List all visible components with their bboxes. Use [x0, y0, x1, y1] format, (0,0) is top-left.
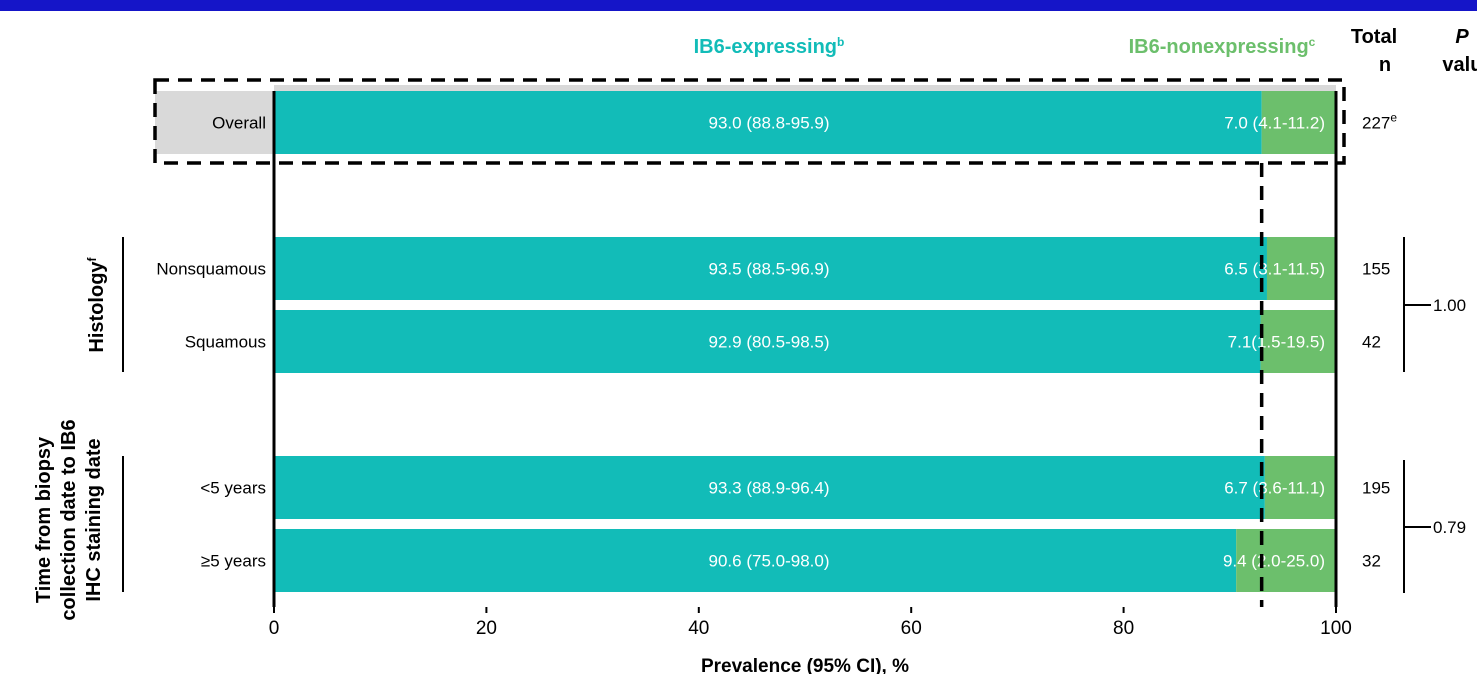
- bar-expressing-label: 90.6 (75.0-98.0): [709, 552, 830, 571]
- bar-expressing: [274, 237, 1267, 300]
- row-total-n: 195: [1362, 479, 1390, 498]
- histology-group-label: Histologyf: [85, 256, 108, 352]
- bar-expressing-label: 93.0 (88.8-95.9): [709, 114, 830, 133]
- col-total-header: Total: [1351, 26, 1397, 48]
- row-category-label: Nonsquamous: [156, 260, 266, 279]
- x-tick-label: 0: [269, 618, 280, 639]
- bar-nonexpressing-label: 6.7 (3.6-11.1): [1224, 479, 1325, 498]
- bar-expressing: [274, 529, 1237, 592]
- legend-expressing: IB6-expressingb: [694, 35, 845, 58]
- bar-nonexpressing: [1261, 91, 1336, 154]
- time-p-value: 0.79: [1433, 518, 1466, 537]
- x-tick-label: 40: [688, 618, 709, 639]
- row-total-n: 32: [1362, 552, 1381, 571]
- bar-expressing: [274, 91, 1262, 154]
- bar-nonexpressing-label: 9.4 (2.0-25.0): [1223, 552, 1325, 571]
- header-bar: [0, 0, 1477, 11]
- time-group-label: Time from biopsy collection date to IB6 IH…: [33, 419, 105, 620]
- bar-expressing: [274, 310, 1261, 373]
- col-p-header-value: value: [1442, 54, 1477, 76]
- bar-nonexpressing: [1236, 529, 1336, 592]
- row-category-label: Squamous: [185, 333, 266, 352]
- x-tick-label: 100: [1320, 618, 1352, 639]
- row-category-label: Overall: [212, 114, 266, 133]
- bar-nonexpressing-label: 7.0 (4.1-11.2): [1224, 114, 1325, 133]
- bar-nonexpressing: [1260, 310, 1336, 373]
- bar-expressing-label: 93.3 (88.9-96.4): [709, 479, 830, 498]
- row-category-label: <5 years: [200, 479, 266, 498]
- col-total-header-n: n: [1379, 54, 1391, 76]
- bar-nonexpressing: [1264, 456, 1336, 519]
- x-tick-label: 80: [1113, 618, 1134, 639]
- row-total-n: 155: [1362, 260, 1390, 279]
- col-p-header: P: [1455, 26, 1469, 48]
- x-tick-label: 20: [476, 618, 497, 639]
- overall-dashed-box: [153, 78, 1346, 165]
- row-total-n: 42: [1362, 333, 1381, 352]
- bar-nonexpressing-label: 7.1(1.5-19.5): [1228, 333, 1325, 352]
- x-axis-title: Prevalence (95% CI), %: [701, 656, 909, 674]
- bar-expressing-label: 93.5 (88.5-96.9): [709, 260, 830, 279]
- bar-expressing: [274, 456, 1265, 519]
- overall-label-shade: [155, 91, 274, 154]
- bar-nonexpressing: [1266, 237, 1336, 300]
- histology-p-value: 1.00: [1433, 296, 1466, 315]
- row-category-label: ≥5 years: [201, 552, 266, 571]
- overall-top-shade: [274, 85, 1336, 91]
- bar-nonexpressing-label: 6.5 (3.1-11.5): [1224, 260, 1325, 279]
- legend-nonexpressing: IB6-nonexpressingc: [1129, 35, 1316, 58]
- x-tick-label: 60: [901, 618, 922, 639]
- row-total-n: 227e: [1362, 111, 1397, 133]
- bar-expressing-label: 92.9 (80.5-98.5): [709, 333, 830, 352]
